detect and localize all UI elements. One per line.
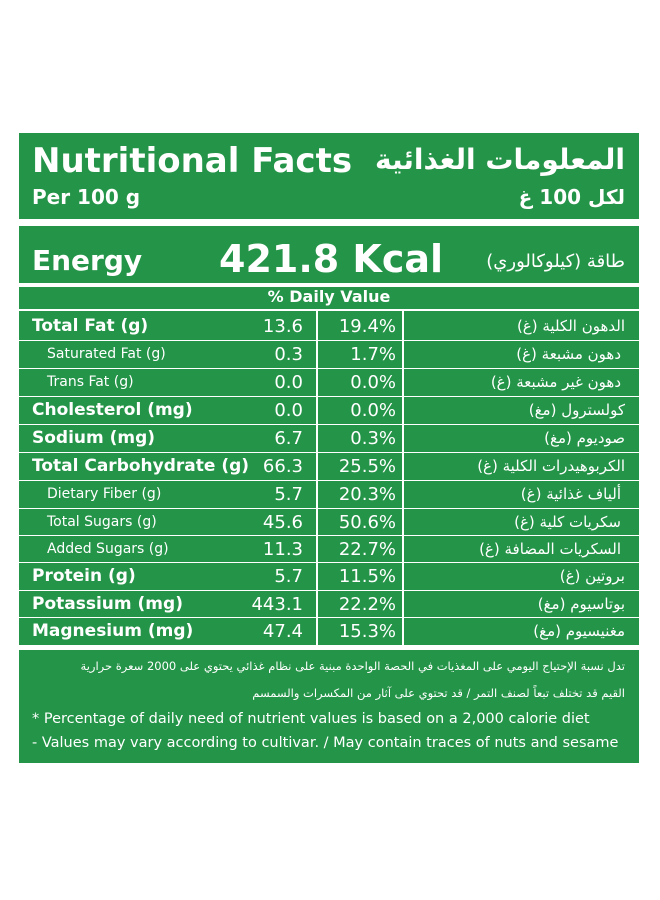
nutrient-amount: 0.0 (274, 372, 303, 393)
nutrient-daily-value: 19.4% (338, 316, 396, 337)
nutrient-name: Protein (g) (32, 566, 136, 586)
nutrient-amount: 0.0 (274, 400, 303, 421)
nutrient-daily-value: 11.5% (338, 566, 396, 587)
nutrient-name-arabic: دهون غير مشبعة (غ) (490, 373, 621, 391)
nutrient-daily-value: 20.3% (338, 484, 396, 505)
footnote-arabic-2: القيم قد تختلف تبعاً لصنف التمر / قد تحت… (252, 686, 625, 700)
nutrient-row: Total Carbohydrate (g) 66.3 25.5% الكربوهيد… (19, 453, 639, 481)
nutrient-name: Dietary Fiber (g) (47, 486, 162, 502)
title-arabic: المعلومات الغذائية (374, 143, 625, 176)
nutrition-label: Nutritional Facts المعلومات الغذائية Per… (19, 133, 639, 763)
nutrient-name: Total Carbohydrate (g) (32, 456, 250, 476)
nutrient-row: Added Sugars (g) 11.3 22.7% السكريات المضاف… (19, 536, 639, 564)
nutrient-row: Dietary Fiber (g) 5.7 20.3% ألياف غذائية (غ… (19, 481, 639, 509)
serving-arabic: لكل 100 غ (518, 185, 625, 209)
row-divider (19, 424, 639, 425)
row-divider (19, 452, 639, 453)
row-divider (19, 480, 639, 481)
nutrient-amount: 5.7 (274, 566, 303, 587)
row-divider (19, 617, 639, 618)
nutrient-name-arabic: كولسترول (مغ) (528, 401, 625, 419)
nutrient-row: Potassium (mg) 443.1 22.2% بوتاسيوم (مغ) (19, 591, 639, 619)
row-divider (19, 396, 639, 397)
nutrient-row: Trans Fat (g) 0.0 0.0% دهون غير مشبعة (غ) (19, 369, 639, 397)
energy-value: 421.8 Kcal (219, 237, 444, 281)
nutrient-daily-value: 22.2% (338, 594, 396, 615)
nutrient-amount: 11.3 (262, 539, 303, 560)
nutrient-row: Saturated Fat (g) 0.3 1.7% دهون مشبعة (غ) (19, 341, 639, 369)
nutrient-amount: 5.7 (274, 484, 303, 505)
nutrient-name: Added Sugars (g) (47, 541, 169, 557)
nutrient-daily-value: 1.7% (350, 344, 396, 365)
energy-label-arabic: طاقة (كيلوكالوري) (486, 251, 625, 272)
footnote-english-1: * Percentage of daily need of nutrient v… (32, 711, 590, 727)
nutrient-row: Total Fat (g) 13.6 19.4% الدهون الكلية (غ) (19, 313, 639, 341)
nutrient-name: Trans Fat (g) (47, 374, 134, 390)
nutrient-daily-value: 0.0% (350, 372, 396, 393)
nutrient-amount: 13.6 (262, 316, 303, 337)
nutrient-name-arabic: الكربوهيدرات الكلية (غ) (477, 457, 625, 475)
nutrient-name-arabic: بروتين (غ) (559, 567, 625, 585)
divider-dv (19, 309, 639, 311)
nutrient-daily-value: 25.5% (338, 456, 396, 477)
nutrient-row: Total Sugars (g) 45.6 50.6% سكريات كلية (غ) (19, 509, 639, 537)
nutrient-daily-value: 0.3% (350, 428, 396, 449)
nutrient-row: Cholesterol (mg) 0.0 0.0% كولسترول (مغ) (19, 397, 639, 425)
nutrient-name-arabic: بوتاسيوم (مغ) (537, 595, 625, 613)
nutrient-daily-value: 0.0% (350, 400, 396, 421)
nutrient-amount: 443.1 (251, 594, 303, 615)
row-divider (19, 535, 639, 536)
nutrient-name-arabic: الدهون الكلية (غ) (516, 317, 625, 335)
footnote-english-2: - Values may vary according to cultivar.… (32, 735, 619, 751)
nutrient-amount: 47.4 (262, 621, 303, 642)
divider-thick-bottom (19, 645, 639, 650)
nutrient-amount: 66.3 (262, 456, 303, 477)
nutrient-name: Potassium (mg) (32, 594, 183, 614)
nutrient-daily-value: 15.3% (338, 621, 396, 642)
nutrient-name: Sodium (mg) (32, 428, 156, 448)
row-divider (19, 368, 639, 369)
nutrient-amount: 6.7 (274, 428, 303, 449)
divider-thick-energy (19, 283, 639, 287)
row-divider (19, 590, 639, 591)
column-divider-1 (316, 311, 318, 645)
row-divider (19, 340, 639, 341)
divider-thick-top (19, 219, 639, 226)
row-divider (19, 508, 639, 509)
nutrient-daily-value: 22.7% (338, 539, 396, 560)
nutrient-name: Saturated Fat (g) (47, 346, 166, 362)
nutrient-name-arabic: ألياف غذائية (غ) (520, 485, 621, 503)
energy-label: Energy (32, 244, 143, 277)
nutrient-row: Protein (g) 5.7 11.5% بروتين (غ) (19, 563, 639, 591)
footnote-arabic-1: تدل نسبة الإحتياج اليومي على المغذيات في… (80, 659, 625, 673)
nutrient-daily-value: 50.6% (338, 512, 396, 533)
nutrient-name: Magnesium (mg) (32, 621, 194, 641)
nutrient-amount: 0.3 (274, 344, 303, 365)
daily-value-header: % Daily Value (267, 287, 391, 306)
nutrient-name: Total Fat (g) (32, 316, 149, 336)
nutrient-row: Sodium (mg) 6.7 0.3% صوديوم (مغ) (19, 425, 639, 453)
serving-english: Per 100 g (32, 185, 141, 209)
nutrient-name: Cholesterol (mg) (32, 400, 193, 420)
nutrient-name-arabic: السكريات المضافة (غ) (479, 540, 621, 558)
title-english: Nutritional Facts (32, 141, 353, 181)
nutrient-name: Total Sugars (g) (47, 514, 157, 530)
nutrient-name-arabic: صوديوم (مغ) (544, 429, 625, 447)
row-divider (19, 562, 639, 563)
nutrient-amount: 45.6 (262, 512, 303, 533)
nutrient-row: Magnesium (mg) 47.4 15.3% مغنيسيوم (مغ) (19, 618, 639, 646)
column-divider-2 (402, 311, 404, 645)
nutrient-name-arabic: مغنيسيوم (مغ) (533, 622, 625, 640)
nutrient-name-arabic: سكريات كلية (غ) (514, 513, 621, 531)
nutrient-name-arabic: دهون مشبعة (غ) (516, 345, 621, 363)
